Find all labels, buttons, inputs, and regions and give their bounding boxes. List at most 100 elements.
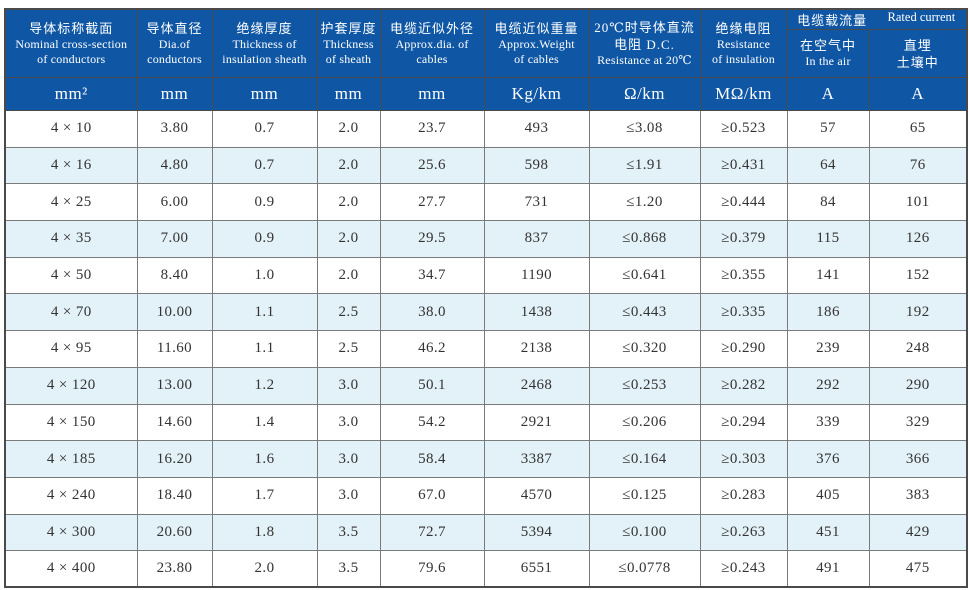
table-row: 4 × 400 23.80 2.0 3.5 79.6 6551 ≤0.0778 ≥0.243 4…	[4, 550, 968, 588]
table-cell: 292	[786, 366, 870, 405]
table-row: 4 × 95 11.60 1.1 2.5 46.2 2138 ≤0.320 ≥0.290 239…	[4, 330, 968, 368]
col-header-insulation-thickness: 绝缘厚度 Thickness of insulation sheath	[211, 8, 318, 78]
table-cell: ≥0.263	[699, 513, 788, 552]
table-cell: 16.20	[136, 440, 213, 478]
table-cell: 1.1	[211, 330, 318, 368]
table-cell: 6551	[483, 550, 590, 588]
col-header-nominal-cross-section: 导体标称截面 Nominal cross-section of conducto…	[4, 8, 138, 78]
table-cell: 29.5	[379, 220, 485, 258]
unit-cell: Ω/km	[588, 77, 701, 111]
table-cell: 27.7	[379, 183, 485, 222]
table-cell: 3.5	[316, 513, 381, 552]
table-cell: 7.00	[136, 220, 213, 258]
table-cell: 837	[483, 220, 590, 258]
table-cell: ≤0.868	[588, 220, 701, 258]
table-cell: 493	[483, 110, 590, 148]
table-row: 4 × 35 7.00 0.9 2.0 29.5 837 ≤0.868 ≥0.379 115 12…	[4, 220, 968, 258]
table-cell: ≥0.523	[699, 110, 788, 148]
table-cell: 54.2	[379, 403, 485, 442]
table-cell: 3.0	[316, 440, 381, 478]
col-header-en: of sheath	[325, 52, 372, 66]
table-body: 4 × 10 3.80 0.7 2.0 23.7 493 ≤3.08 ≥0.523 57 65 4 …	[4, 110, 968, 588]
table-cell: 1190	[483, 256, 590, 295]
unit-cell: mm²	[4, 77, 138, 111]
table-cell: 4 × 120	[4, 366, 138, 405]
table-cell: 3.5	[316, 550, 381, 588]
table-cell: ≥0.335	[699, 293, 788, 332]
table-cell: 10.00	[136, 293, 213, 332]
table-row: 4 × 10 3.80 0.7 2.0 23.7 493 ≤3.08 ≥0.523 57 65	[4, 110, 968, 148]
table-cell: 2.0	[316, 146, 381, 185]
table-cell: 46.2	[379, 330, 485, 368]
table-cell: 3.0	[316, 403, 381, 442]
table-cell: 4 × 95	[4, 330, 138, 368]
col-header-approx-diameter: 电缆近似外径 Approx.dia. of cables	[379, 8, 485, 78]
table-cell: ≤1.20	[588, 183, 701, 222]
table-cell: 1.8	[211, 513, 318, 552]
table-cell: 4 × 185	[4, 440, 138, 478]
table-cell: 76	[868, 146, 968, 185]
table-row: 4 × 300 20.60 1.8 3.5 72.7 5394 ≤0.100 ≥0.263 45…	[4, 513, 968, 552]
table-cell: 101	[868, 183, 968, 222]
table-cell: 0.9	[211, 220, 318, 258]
table-cell: ≤0.320	[588, 330, 701, 368]
header-sub-row: 在空气中 In the air 直埋 土壤中	[5, 29, 968, 78]
table-cell: 1.6	[211, 440, 318, 478]
unit-cell: mm	[211, 77, 318, 111]
table-cell: 4 × 50	[4, 256, 138, 295]
table-cell: ≤1.91	[588, 146, 701, 185]
table-cell: ≥0.290	[699, 330, 788, 368]
table-cell: 475	[868, 550, 968, 588]
table-cell: ≥0.379	[699, 220, 788, 258]
table-cell: 8.40	[136, 256, 213, 295]
table-cell: ≥0.282	[699, 366, 788, 405]
table-cell: 1.2	[211, 366, 318, 405]
table-row: 4 × 16 4.80 0.7 2.0 25.6 598 ≤1.91 ≥0.431 64 76	[4, 146, 968, 185]
table-cell: 4 × 70	[4, 293, 138, 332]
unit-cell: A	[786, 77, 870, 111]
table-cell: 14.60	[136, 403, 213, 442]
table-cell: ≥0.303	[699, 440, 788, 478]
table-cell: 4 × 10	[4, 110, 138, 148]
unit-cell: mm	[316, 77, 381, 111]
table-cell: 58.4	[379, 440, 485, 478]
col-header-zh: 20℃时导体直流	[594, 19, 695, 35]
table-cell: 429	[868, 513, 968, 552]
table-cell: 1438	[483, 293, 590, 332]
table-cell: 0.7	[211, 110, 318, 148]
table-cell: 4 × 240	[4, 476, 138, 515]
unit-cell: MΩ/km	[699, 77, 788, 111]
table-cell: 186	[786, 293, 870, 332]
table-cell: 1.1	[211, 293, 318, 332]
table-cell: ≥0.431	[699, 146, 788, 185]
unit-cell: mm	[379, 77, 485, 111]
table-cell: ≤0.443	[588, 293, 701, 332]
col-header-en: Approx.Weight	[498, 36, 575, 51]
table-cell: 18.40	[136, 476, 213, 515]
col-header-en: of conductors	[37, 52, 106, 66]
col-header-zh: 电缆近似外径	[389, 20, 474, 36]
table-cell: 2.5	[316, 330, 381, 368]
unit-cell: Kg/km	[483, 77, 590, 111]
table-cell: 34.7	[379, 256, 485, 295]
table-cell: 4570	[483, 476, 590, 515]
col-header-dc-resistance: 20℃时导体直流 电阻 D.C. Resistance at 20℃	[588, 8, 701, 78]
subcol-header-zh: 直埋	[903, 37, 932, 53]
table-row: 4 × 120 13.00 1.2 3.0 50.1 2468 ≤0.253 ≥0.282 29…	[4, 366, 968, 405]
table-cell: 4 × 16	[4, 146, 138, 185]
col-header-en: insulation sheath	[222, 52, 307, 66]
table-cell: 141	[786, 256, 870, 295]
table-cell: ≥0.294	[699, 403, 788, 442]
table-cell: 192	[868, 293, 968, 332]
subcol-header-zh: 在空气中	[799, 38, 856, 54]
table-cell: ≥0.444	[699, 183, 788, 222]
table-cell: 3.80	[136, 110, 213, 148]
table-cell: 50.1	[379, 366, 485, 405]
table-row: 4 × 50 8.40 1.0 2.0 34.7 1190 ≤0.641 ≥0.355 141 1…	[4, 256, 968, 295]
table-cell: 126	[868, 220, 968, 258]
table-cell: 79.6	[379, 550, 485, 588]
table-cell: ≤0.164	[588, 440, 701, 478]
col-header-zh: 电缆近似重量	[494, 20, 579, 36]
table-cell: ≤0.125	[588, 476, 701, 515]
